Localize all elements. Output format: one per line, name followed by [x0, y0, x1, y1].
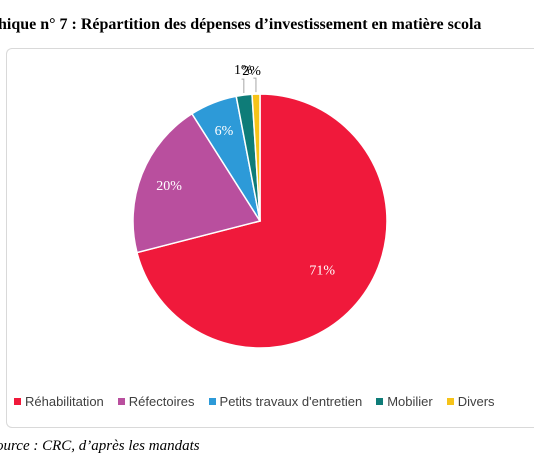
- pie-slice-1: [136, 93, 388, 349]
- legend-label-5: Divers: [457, 394, 495, 409]
- legend-swatch-2: [117, 398, 125, 405]
- chart-legend: Réhabilitation Réfectoires Petits travaux …: [14, 394, 495, 409]
- legend-swatch-4: [376, 398, 384, 405]
- legend-item-3: Petits travaux d'entretien: [208, 394, 363, 409]
- legend-item-1: Réhabilitation: [14, 394, 104, 409]
- pie-slice-5: [251, 93, 261, 222]
- leader-line-4: [241, 78, 245, 94]
- legend-label-3: Petits travaux d'entretien: [219, 394, 363, 409]
- legend-label-4: Mobilier: [387, 394, 433, 409]
- data-label-2: 20%: [156, 179, 182, 194]
- data-label-4: 2%: [242, 64, 261, 79]
- leader-line-5: [253, 77, 257, 93]
- legend-item-5: Divers: [446, 394, 495, 409]
- legend-item-2: Réfectoires: [117, 394, 195, 409]
- source-note: ource : CRC, d’après les mandats: [0, 438, 200, 454]
- data-label-1: 71%: [309, 263, 335, 278]
- pie-slice-2: [132, 112, 262, 254]
- legend-swatch-3: [208, 398, 216, 405]
- legend-swatch-1: [14, 398, 21, 405]
- legend-item-4: Mobilier: [376, 394, 433, 409]
- legend-label-2: Réfectoires: [128, 394, 195, 409]
- legend-label-1: Réhabilitation: [25, 394, 104, 409]
- legend-swatch-5: [446, 398, 454, 405]
- data-label-3: 6%: [215, 124, 234, 139]
- data-label-5: 1%: [234, 63, 253, 78]
- chart-title: ohique n° 7 : Répartition des dépenses d…: [0, 16, 482, 33]
